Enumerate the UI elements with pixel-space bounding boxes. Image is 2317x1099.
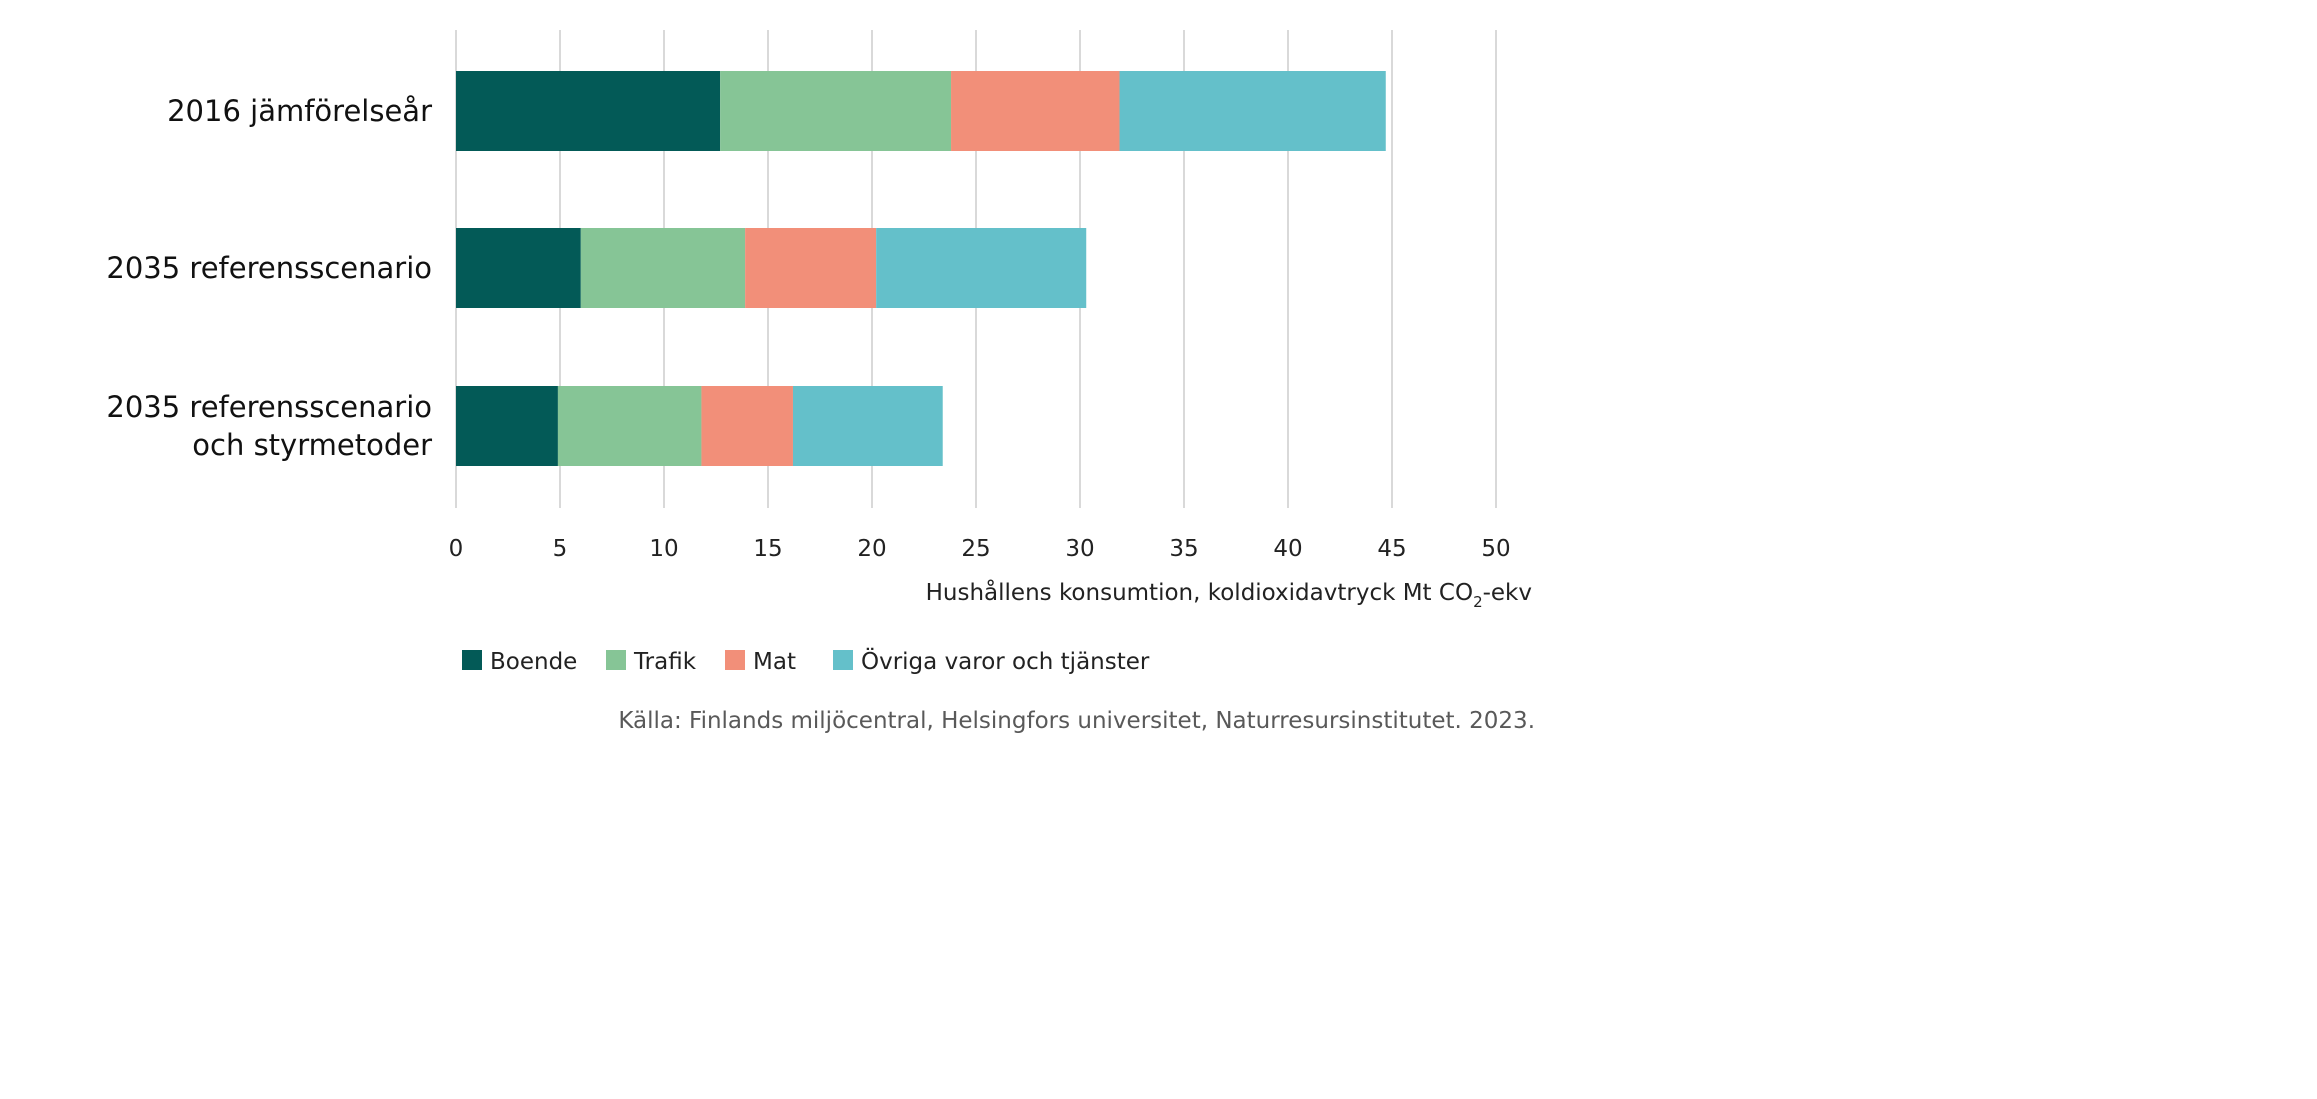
legend-label: Boende <box>490 649 577 675</box>
legend-swatch <box>725 650 745 670</box>
bar-segment <box>876 228 1087 308</box>
bar-segment <box>720 71 952 151</box>
legend-swatch <box>462 650 482 670</box>
x-axis-label-subscript: 2 <box>1473 593 1483 611</box>
bar-segment <box>456 386 558 466</box>
x-axis-label-suffix: -ekv <box>1483 580 1532 606</box>
legend-label: Mat <box>753 649 796 675</box>
legend-item: Trafik <box>606 649 697 675</box>
legend-label: Övriga varor och tjänster <box>861 647 1150 675</box>
x-tick-label: 35 <box>1169 536 1198 562</box>
bars <box>456 71 1386 466</box>
legend-item: Övriga varor och tjänster <box>833 647 1150 675</box>
x-tick-label: 30 <box>1065 536 1094 562</box>
x-tick-label: 45 <box>1377 536 1406 562</box>
x-axis-label-main: Hushållens konsumtion, koldioxidavtryck … <box>926 578 1473 606</box>
x-tick-label: 10 <box>649 536 678 562</box>
bar-segment <box>456 228 581 308</box>
x-axis-label: Hushållens konsumtion, koldioxidavtryck … <box>926 578 1532 611</box>
bar-segment <box>557 386 702 466</box>
legend-swatch <box>833 650 853 670</box>
legend-label: Trafik <box>633 649 697 675</box>
bar-segment <box>951 71 1120 151</box>
x-tick-labels: 0 5 10 15 20 25 30 35 40 45 50 <box>449 536 1511 562</box>
bar-segment <box>1119 71 1386 151</box>
x-tick-label: 5 <box>553 536 568 562</box>
x-tick-label: 20 <box>857 536 886 562</box>
legend: Boende Trafik Mat Övriga varor och tjänster <box>462 647 1150 675</box>
bar-segment <box>701 386 793 466</box>
category-labels: 2016 jämförelseår 2035 referensscenario 20… <box>106 94 432 462</box>
bar-segment <box>792 386 943 466</box>
x-tick-label: 50 <box>1481 536 1510 562</box>
category-label: 2035 referensscenario och styrmetoder <box>106 390 432 462</box>
category-label: 2016 jämförelseår <box>167 94 432 128</box>
legend-item: Mat <box>725 649 796 675</box>
x-tick-label: 40 <box>1273 536 1302 562</box>
category-label: 2035 referensscenario <box>106 251 432 285</box>
bar-segment <box>580 228 746 308</box>
bar-segment <box>745 228 877 308</box>
x-tick-label: 25 <box>961 536 990 562</box>
bar-segment <box>456 71 721 151</box>
source-note: Källa: Finlands miljöcentral, Helsingfor… <box>618 708 1535 734</box>
legend-item: Boende <box>462 649 577 675</box>
x-tick-label: 15 <box>753 536 782 562</box>
x-tick-label: 0 <box>449 536 464 562</box>
legend-swatch <box>606 650 626 670</box>
